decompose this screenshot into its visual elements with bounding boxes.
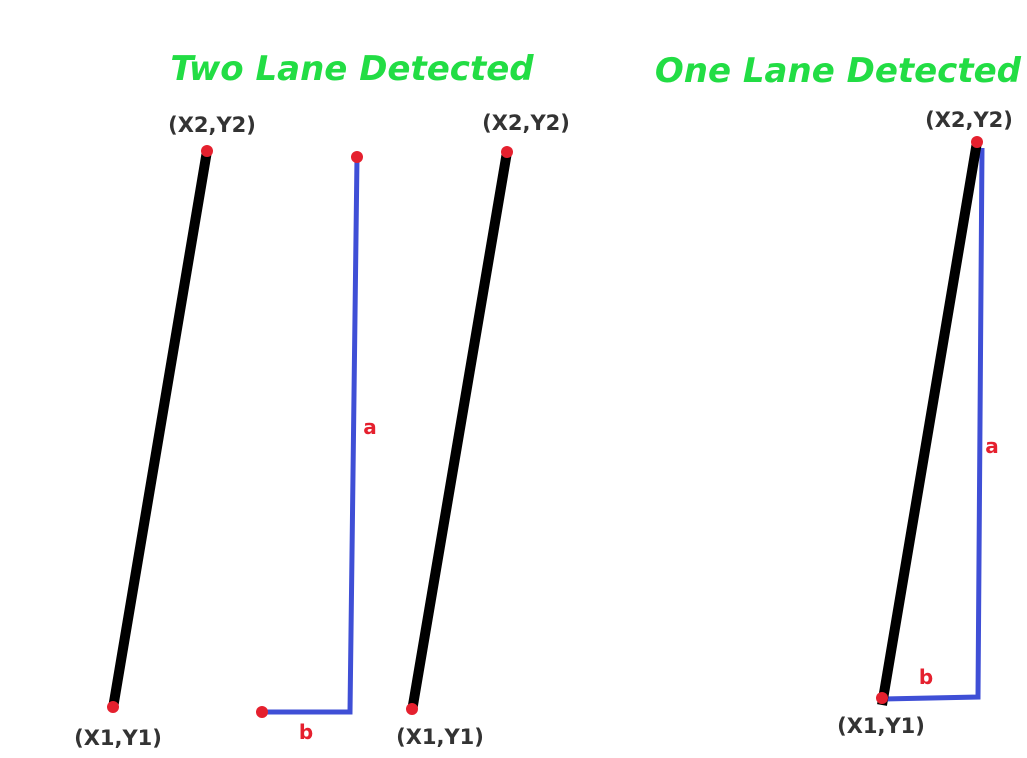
right-lane-line	[407, 151, 512, 712]
one-lane-side-b-label: b	[919, 665, 933, 689]
right-lane-bottom-label: (X1,Y1)	[396, 725, 484, 749]
two-lane-panel: Two Lane Detected (X2,Y2) (X1,Y1) a b (X…	[74, 49, 570, 750]
one-lane-panel: One Lane Detected (X2,Y2) (X1,Y1) a b	[655, 51, 1022, 738]
left-lane-bottom-label: (X1,Y1)	[74, 726, 162, 750]
one-lane-title: One Lane Detected	[655, 51, 1022, 91]
left-lane-top-point	[201, 145, 213, 157]
two-lane-side-b-label: b	[299, 720, 313, 744]
two-lane-title: Two Lane Detected	[170, 49, 534, 89]
one-lane-bottom-label: (X1,Y1)	[837, 714, 925, 738]
two-lane-side-a-label: a	[363, 415, 377, 439]
measure-top-point	[351, 151, 363, 163]
measure-left-point	[256, 706, 268, 718]
one-lane-line	[877, 141, 982, 706]
two-lane-measure-line	[262, 156, 360, 715]
one-lane-top-label: (X2,Y2)	[925, 108, 1013, 132]
one-lane-bottom-point	[876, 692, 888, 704]
left-lane-bottom-point	[107, 701, 119, 713]
right-lane-top-point	[501, 146, 513, 158]
left-lane-line	[108, 150, 212, 709]
one-lane-measure-line	[881, 147, 985, 702]
right-lane-top-label: (X2,Y2)	[482, 111, 570, 135]
right-lane-bottom-point	[406, 703, 418, 715]
left-lane-top-label: (X2,Y2)	[168, 113, 256, 137]
one-lane-side-a-label: a	[985, 434, 999, 458]
one-lane-top-point	[971, 136, 983, 148]
